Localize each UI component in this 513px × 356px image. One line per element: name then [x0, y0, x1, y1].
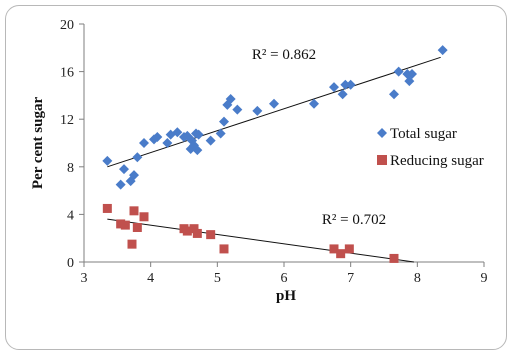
total-sugar-point — [139, 138, 149, 148]
total-sugar-point — [394, 67, 404, 77]
x-tick-label: 8 — [414, 271, 421, 286]
x-tick-label: 6 — [281, 271, 288, 286]
reducing-sugar-point — [140, 212, 149, 221]
y-tick-label: 8 — [67, 161, 74, 176]
total-sugar-point — [389, 89, 399, 99]
y-tick-label: 0 — [67, 256, 74, 271]
reducing-sugar-point — [121, 221, 130, 230]
total-sugar-point — [232, 105, 242, 115]
y-axis-title: Per cent sugar — [30, 97, 46, 190]
reducing-sugar-point — [345, 244, 354, 253]
x-tick-label: 5 — [214, 271, 221, 286]
total-sugar-point — [216, 128, 226, 138]
reducing-sugar-point — [220, 244, 229, 253]
y-tick-label: 4 — [67, 208, 74, 223]
reducing-sugar-point — [128, 240, 137, 249]
total-sugar-point — [269, 99, 279, 109]
y-tick-label: 20 — [60, 18, 74, 33]
legend-item-total-sugar: Total sugar — [377, 126, 457, 142]
legend-marker-diamond — [377, 128, 387, 138]
legend-marker-square — [377, 155, 387, 165]
x-axis-title: pH — [276, 288, 296, 304]
legend-label-total-sugar: Total sugar — [390, 126, 457, 142]
legend-item-reducing-sugar: Reducing sugar — [377, 153, 484, 169]
y-tick-label: 12 — [60, 113, 74, 128]
x-tick-label: 7 — [347, 271, 354, 286]
reducing-sugar-point — [130, 206, 139, 215]
reducing-sugar-point — [193, 229, 202, 238]
x-tick-label: 3 — [81, 271, 88, 286]
total-sugar-point — [252, 106, 262, 116]
x-tick-label: 9 — [481, 271, 488, 286]
total-sugar-point — [116, 180, 126, 190]
annotation-total-r2: R² = 0.862 — [252, 47, 316, 63]
reducing-sugar-point — [103, 204, 112, 213]
total-sugar-point — [119, 164, 129, 174]
total-sugar-point — [132, 152, 142, 162]
reducing-sugar-point — [336, 249, 345, 258]
total-sugar-point — [219, 117, 229, 127]
total-sugar-point — [329, 82, 339, 92]
legend-label-reducing-sugar: Reducing sugar — [390, 153, 484, 169]
y-tick-label: 16 — [60, 66, 74, 81]
legend: Total sugar Reducing sugar — [377, 126, 484, 169]
total-sugar-point — [102, 156, 112, 166]
total-sugar-point — [438, 45, 448, 55]
x-tick-label: 4 — [147, 271, 154, 286]
trendline-total-sugar — [107, 57, 440, 166]
reducing-sugar-point — [390, 254, 399, 263]
reducing-sugar-point — [133, 223, 142, 232]
total-sugar-point — [206, 136, 216, 146]
reducing-sugar-point — [206, 230, 215, 239]
annotation-reducing-r2: R² = 0.702 — [322, 212, 386, 228]
